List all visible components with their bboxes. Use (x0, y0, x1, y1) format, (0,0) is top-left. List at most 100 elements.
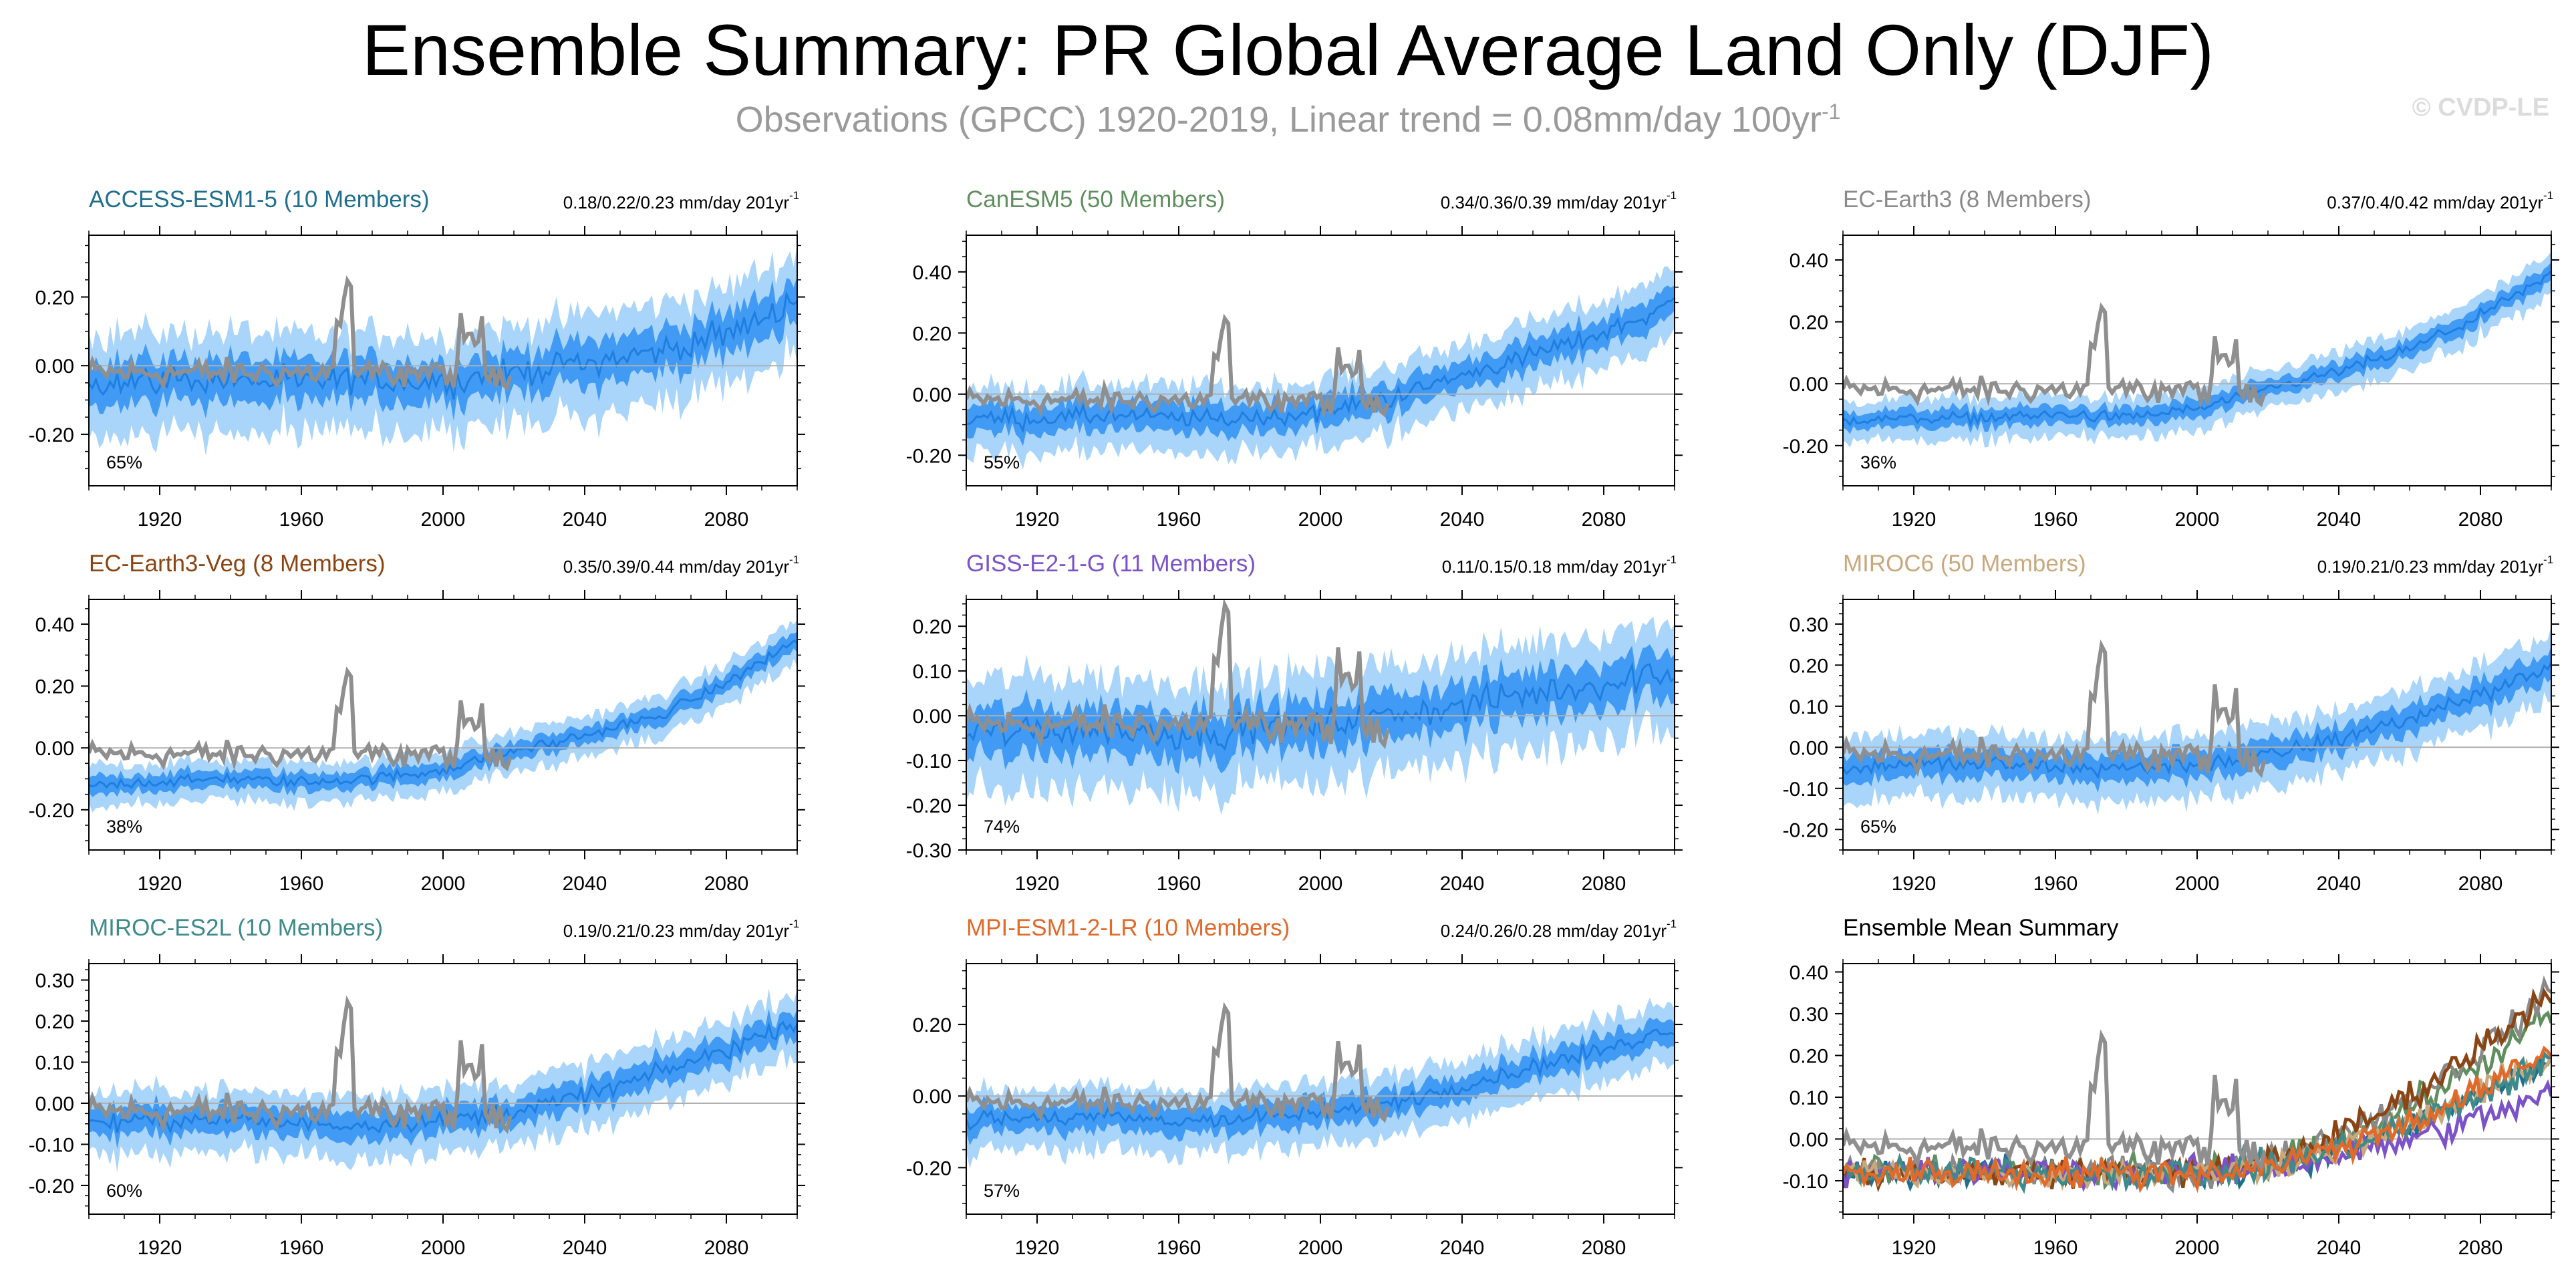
ytick-label: 0.20 (1790, 1046, 1828, 1068)
ytick-label: 0.40 (1790, 250, 1828, 272)
xtick-label: 2000 (1298, 509, 1343, 531)
ytick-label: 0.20 (1790, 312, 1828, 334)
ytick-label: 0.00 (913, 384, 952, 406)
xtick-label: 2080 (1582, 873, 1626, 895)
xtick-label: 1920 (1892, 873, 1937, 895)
xtick-label: 2040 (2317, 1237, 2362, 1259)
spread-outer-band (89, 988, 797, 1173)
trend-label: 0.11/0.15/0.18 mm/day 201yr (1442, 557, 1667, 577)
xtick-label: 2040 (563, 1237, 607, 1259)
xtick-label: 2080 (704, 873, 749, 895)
ytick-label: 0.20 (913, 1014, 952, 1036)
observations-line (966, 313, 1390, 420)
xtick-label: 2000 (421, 873, 466, 895)
panel-giss-e2-1-g: GISS-E2-1-G (11 Members) 0.11/0.15/0.18 m… (906, 551, 1683, 895)
ytick-label: 0.00 (1790, 737, 1828, 759)
panel-title: MIROC6 (50 Members) (1843, 551, 2086, 577)
xtick-label: 2000 (421, 1237, 466, 1259)
xtick-label: 1920 (138, 509, 182, 531)
subtitle-text: Observations (GPCC) 1920-2019, Linear tr… (735, 100, 1822, 140)
ytick-label: 0.10 (35, 1052, 74, 1075)
ytick-label: 0.00 (913, 1086, 952, 1108)
ytick-label: 0.20 (913, 323, 952, 345)
ytick-label: -0.20 (1783, 819, 1828, 841)
ensemble-mean-line (966, 1028, 1675, 1131)
trend-superscript: -1 (789, 553, 799, 566)
panel-miroc6: MIROC6 (50 Members) 0.19/0.21/0.23 mm/day… (1783, 551, 2559, 895)
panel-title: MIROC-ES2L (10 Members) (89, 915, 383, 941)
ytick-label: -0.20 (906, 795, 952, 817)
xtick-label: 1960 (279, 1237, 324, 1259)
page-title: Ensemble Summary: PR Global Average Land… (362, 9, 2214, 90)
xtick-label: 1920 (1015, 1237, 1060, 1259)
xtick-label: 2040 (563, 873, 607, 895)
ytick-label: -0.10 (29, 1134, 74, 1156)
percent-label: 65% (1860, 817, 1896, 837)
spread-inner-band (89, 276, 797, 422)
ytick-label: -0.10 (1783, 1171, 1828, 1193)
spread-outer-band (966, 998, 1675, 1169)
page-subtitle: Observations (GPCC) 1920-2019, Linear tr… (0, 99, 2576, 140)
ytick-label: 0.00 (35, 355, 74, 378)
panel-mpi-esm1-2-lr: MPI-ESM1-2-LR (10 Members) 0.24/0.26/0.28… (906, 915, 1683, 1259)
panel-title: GISS-E2-1-G (11 Members) (966, 551, 1256, 577)
xtick-label: 1920 (1015, 873, 1060, 895)
ytick-label: -0.20 (29, 800, 74, 822)
observations-line (89, 275, 513, 392)
trend-superscript: -1 (789, 917, 799, 930)
percent-label: 57% (984, 1181, 1020, 1201)
xtick-label: 2080 (2458, 509, 2503, 531)
ytick-label: -0.20 (906, 445, 952, 467)
ytick-label: 0.00 (1790, 1129, 1828, 1151)
trend-label: 0.37/0.4/0.42 mm/day 201yr (2327, 192, 2543, 212)
ytick-label: 0.20 (35, 676, 74, 698)
xtick-label: 2080 (704, 1237, 749, 1259)
xtick-label: 2000 (2175, 1237, 2220, 1259)
xtick-label: 2040 (1440, 873, 1485, 895)
xtick-label: 2040 (1440, 1237, 1485, 1259)
xtick-label: 2040 (1440, 509, 1485, 531)
plot-frame (88, 599, 798, 851)
trend-superscript: -1 (2543, 553, 2553, 566)
plot-area (966, 998, 1675, 1169)
ytick-label: -0.20 (29, 1175, 74, 1197)
series-line-canesm5 (1843, 1007, 2551, 1191)
panel-title: EC-Earth3 (8 Members) (1843, 186, 2091, 212)
xtick-label: 1960 (2033, 873, 2078, 895)
watermark: © CVDP-LE (2412, 94, 2549, 122)
ytick-label: 0.20 (35, 287, 74, 309)
xtick-label: 2000 (2175, 509, 2220, 531)
panel-title: EC-Earth3-Veg (8 Members) (89, 551, 385, 577)
xtick-label: 2080 (1582, 509, 1626, 531)
trend-superscript: -1 (789, 189, 799, 202)
trend-label: 0.18/0.22/0.23 mm/day 201yr (563, 192, 790, 212)
plot-area (1843, 251, 2551, 448)
xtick-label: 2000 (1298, 873, 1343, 895)
xtick-label: 2000 (2175, 873, 2220, 895)
trend-label: 0.24/0.26/0.28 mm/day 201yr (1441, 921, 1667, 941)
ytick-label: 0.40 (1790, 962, 1828, 984)
percent-label: 65% (106, 452, 142, 472)
plot-area (1843, 975, 2551, 1194)
plot-area (1843, 625, 2551, 815)
trend-label: 0.35/0.39/0.44 mm/day 201yr (563, 557, 790, 577)
xtick-label: 2080 (2458, 1237, 2503, 1259)
trend-label: 0.34/0.36/0.39 mm/day 201yr (1441, 192, 1667, 212)
observations-line (966, 1002, 1390, 1123)
observations-line (1843, 1029, 2267, 1171)
xtick-label: 2080 (1582, 1237, 1626, 1259)
ytick-label: 0.30 (1790, 614, 1828, 636)
observations-line (1843, 302, 2267, 409)
ytick-label: 0.20 (913, 616, 952, 638)
percent-label: 55% (984, 452, 1020, 472)
ensemble-mean-line (1843, 662, 2551, 780)
xtick-label: 2080 (2458, 873, 2503, 895)
xtick-label: 1920 (1892, 509, 1937, 531)
ytick-label: 0.40 (35, 614, 74, 636)
spread-inner-band (89, 632, 797, 797)
ytick-label: 0.00 (913, 706, 952, 728)
trend-label: 0.19/0.21/0.23 mm/day 201yr (563, 921, 790, 941)
panel-canesm5: CanESM5 (50 Members) 0.34/0.36/0.39 mm/da… (906, 186, 1683, 531)
plot-frame (1842, 235, 2552, 486)
